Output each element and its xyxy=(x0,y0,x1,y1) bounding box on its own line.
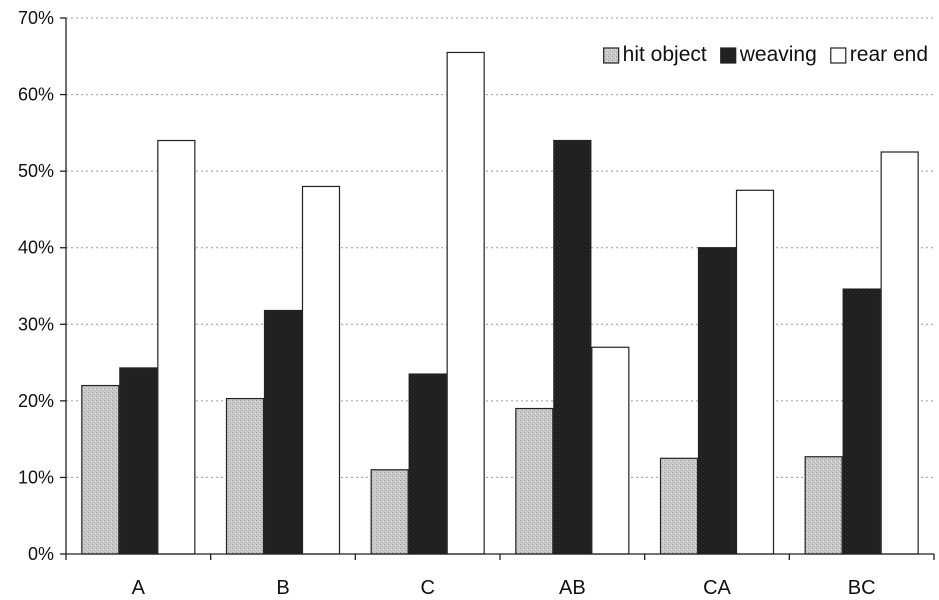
bar-rear-end-AB xyxy=(591,346,630,555)
y-axis-tick-labels: 0% 10% 20% 30% 40% 50% 60% 70% xyxy=(18,8,54,564)
bar-rear-end-BC xyxy=(880,151,919,555)
bar-rear-end-A xyxy=(157,139,196,555)
bar-hit-object-C xyxy=(370,469,409,555)
x-category-label: A xyxy=(132,577,146,599)
legend-swatch-weaving xyxy=(720,47,737,64)
legend-swatch-hit-object xyxy=(603,47,620,64)
bar-hit-object-CA xyxy=(659,457,699,555)
x-axis-category-labels: A B C AB CA BC xyxy=(132,577,876,599)
x-category-label: AB xyxy=(559,577,586,599)
axes xyxy=(60,17,935,560)
x-category-label: BC xyxy=(848,577,876,599)
bar-weaving-C xyxy=(408,373,447,555)
y-tick-label: 20% xyxy=(18,391,54,411)
bar-rear-end-CA xyxy=(735,189,775,555)
bar-weaving-CA xyxy=(697,247,737,555)
y-tick-label: 10% xyxy=(18,467,54,487)
x-category-label: C xyxy=(420,577,434,599)
legend-label-weaving: weaving xyxy=(739,43,817,66)
y-tick-label: 40% xyxy=(18,238,54,258)
bar-rear-end-C xyxy=(446,51,485,555)
legend-label-hit-object: hit object xyxy=(623,43,707,66)
legend-label-rear-end: rear end xyxy=(850,43,928,66)
bar-weaving-B xyxy=(263,309,303,555)
x-category-label: B xyxy=(276,577,289,599)
bar-hit-object-AB xyxy=(515,407,554,555)
bar-hit-object-A xyxy=(81,384,120,555)
bars xyxy=(81,51,919,555)
bar-hit-object-B xyxy=(225,397,265,555)
legend-swatch-rear-end xyxy=(830,47,847,64)
y-tick-label: 70% xyxy=(18,8,54,28)
bar-rear-end-B xyxy=(301,185,341,555)
bar-weaving-BC xyxy=(842,288,881,555)
x-category-label: CA xyxy=(703,577,731,599)
y-tick-label: 0% xyxy=(28,544,54,564)
legend: hit object weaving rear end xyxy=(603,43,928,66)
bar-weaving-A xyxy=(119,367,158,555)
bar-hit-object-BC xyxy=(804,456,843,555)
y-tick-label: 60% xyxy=(18,85,54,105)
y-tick-label: 30% xyxy=(18,314,54,334)
bar-weaving-AB xyxy=(553,139,592,555)
gridlines xyxy=(66,17,934,478)
y-tick-label: 50% xyxy=(18,161,54,181)
